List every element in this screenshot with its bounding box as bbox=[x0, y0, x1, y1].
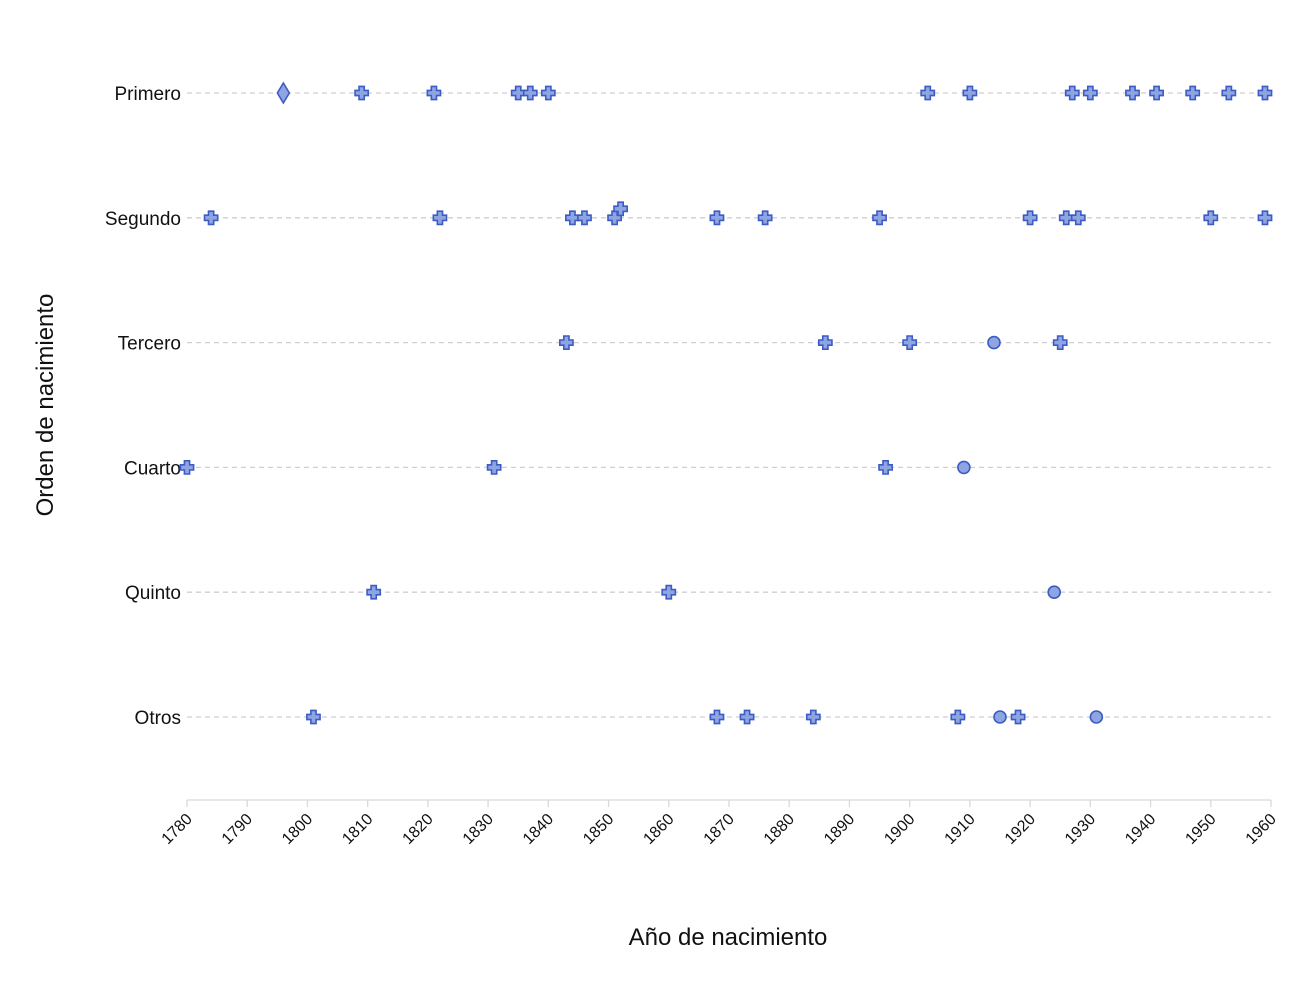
data-point-cross bbox=[709, 709, 725, 725]
data-point-cross bbox=[1149, 85, 1164, 101]
y-tick-label: Primero bbox=[114, 84, 181, 105]
data-point-cross bbox=[1221, 85, 1237, 101]
data-point-cross bbox=[1125, 85, 1140, 101]
data-point-cross bbox=[203, 210, 219, 226]
data-point-circle bbox=[1089, 710, 1104, 724]
x-tick-label: 1860 bbox=[640, 811, 677, 848]
data-point-cross bbox=[607, 210, 622, 226]
data-point-cross bbox=[577, 210, 592, 226]
data-point-cross bbox=[757, 210, 773, 226]
data-point-cross bbox=[1070, 210, 1086, 226]
x-tick-label: 1910 bbox=[942, 811, 979, 848]
y-tick-label: Otros bbox=[135, 708, 181, 729]
data-point-cross bbox=[540, 85, 556, 101]
data-point-cross bbox=[432, 210, 448, 226]
data-point-cross bbox=[920, 85, 936, 101]
x-tick-label: 1830 bbox=[460, 811, 497, 848]
x-tick-label: 1780 bbox=[159, 811, 196, 848]
x-tick-label: 1950 bbox=[1182, 811, 1219, 848]
data-point-cross bbox=[354, 85, 370, 101]
data-point-circle bbox=[987, 335, 1001, 350]
data-point-cross bbox=[510, 85, 526, 101]
y-tick-label: Segundo bbox=[105, 209, 181, 230]
x-tick-label: 1820 bbox=[400, 811, 437, 848]
y-axis-title: Orden de nacimiento bbox=[32, 294, 59, 517]
data-point-cross bbox=[179, 460, 195, 475]
y-axis: Primero Segundo Tercero Cuarto Quinto Otros bbox=[105, 84, 181, 729]
data-point-cross bbox=[1185, 85, 1201, 101]
data-point-cross bbox=[709, 210, 725, 226]
data-point-cross bbox=[1203, 210, 1219, 226]
data-point-cross bbox=[1064, 85, 1080, 101]
x-tick-label: 1900 bbox=[881, 811, 918, 848]
data-point-cross bbox=[1257, 85, 1273, 101]
x-tick-label: 1890 bbox=[821, 811, 858, 848]
y-tick-label: Quinto bbox=[125, 583, 181, 604]
data-point-cross bbox=[559, 335, 574, 350]
x-tick-label: 1840 bbox=[520, 811, 557, 848]
data-point-cross bbox=[486, 460, 502, 475]
x-tick-label: 1880 bbox=[761, 811, 798, 848]
data-point-cross bbox=[805, 709, 821, 725]
data-point-circle bbox=[1047, 585, 1061, 600]
data-point-cross bbox=[1022, 210, 1038, 226]
data-point-cross bbox=[950, 709, 966, 725]
x-tick-label: 1870 bbox=[701, 811, 738, 848]
data-point-cross bbox=[817, 335, 833, 350]
data-point-cross bbox=[1257, 210, 1273, 226]
data-point-cross bbox=[962, 85, 978, 101]
y-tick-label: Tercero bbox=[118, 334, 181, 355]
data-points bbox=[179, 81, 1273, 725]
x-tick-label: 1940 bbox=[1122, 811, 1159, 848]
x-tick-label: 1960 bbox=[1243, 811, 1280, 848]
x-tick-label: 1930 bbox=[1062, 811, 1099, 848]
x-tick-label: 1800 bbox=[279, 811, 316, 848]
y-tick-label: Cuarto bbox=[124, 458, 181, 479]
data-point-cross bbox=[661, 584, 677, 600]
data-point-cross bbox=[426, 85, 442, 101]
data-point-cross bbox=[902, 335, 918, 350]
data-point-cross bbox=[1052, 335, 1068, 350]
data-point-cross bbox=[565, 210, 580, 226]
data-point-circle bbox=[957, 460, 971, 475]
x-axis: 1780 1790 1800 1810 1820 1830 1840 1850 1860 1870… bbox=[159, 799, 1280, 848]
data-point-circle bbox=[993, 710, 1007, 724]
data-point-cross bbox=[522, 85, 538, 101]
data-point-cross bbox=[739, 709, 755, 725]
x-tick-label: 1810 bbox=[339, 811, 376, 848]
gridlines bbox=[187, 92, 1271, 718]
data-point-cross bbox=[366, 584, 382, 600]
x-tick-label: 1790 bbox=[219, 811, 256, 848]
x-tick-label: 1850 bbox=[580, 811, 617, 848]
data-point-cross bbox=[872, 210, 887, 226]
data-point-cross bbox=[878, 460, 893, 475]
data-point-diamond bbox=[276, 81, 291, 105]
data-point-cross bbox=[1082, 85, 1098, 101]
x-tick-label: 1920 bbox=[1002, 811, 1039, 848]
x-axis-title: Año de nacimiento bbox=[629, 924, 828, 951]
data-point-cross bbox=[613, 201, 628, 217]
data-point-cross bbox=[1058, 210, 1074, 226]
data-point-cross bbox=[306, 709, 321, 725]
data-point-cross bbox=[1010, 709, 1026, 725]
